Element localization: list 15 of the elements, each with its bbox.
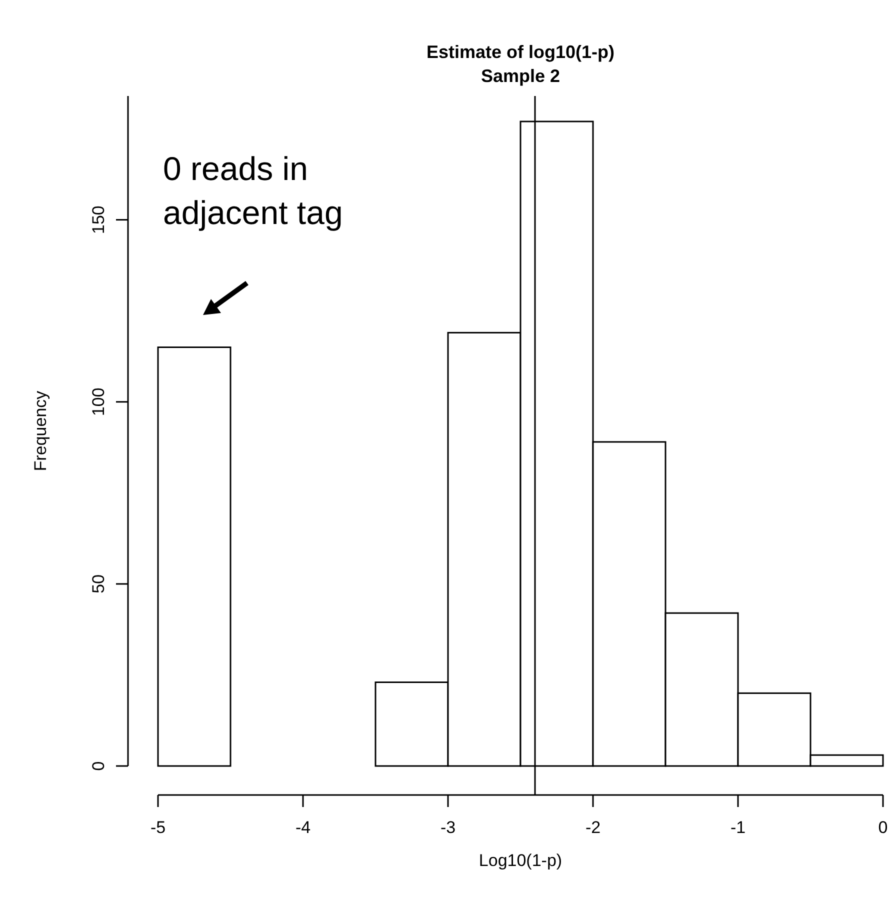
chart-subtitle: Sample 2 (480, 66, 560, 86)
y-tick-label: 150 (89, 206, 108, 234)
chart-title: Estimate of log10(1-p) (426, 42, 615, 62)
x-tick-label: -4 (295, 818, 311, 837)
y-tick-label: 50 (89, 574, 108, 594)
x-axis-title: Log10(1-p) (478, 851, 562, 870)
x-tick-label: -1 (730, 818, 746, 837)
x-tick-label: -2 (585, 818, 601, 837)
annotation: 0 reads in adjacent tag (163, 150, 343, 231)
y-tick-label: 0 (89, 761, 108, 771)
x-tick-label: -5 (150, 818, 166, 837)
y-tick-label: 100 (89, 388, 108, 416)
y-axis-title: Frequency (31, 390, 50, 472)
x-tick-label: 0 (878, 818, 888, 837)
x-tick-label: -3 (440, 818, 456, 837)
